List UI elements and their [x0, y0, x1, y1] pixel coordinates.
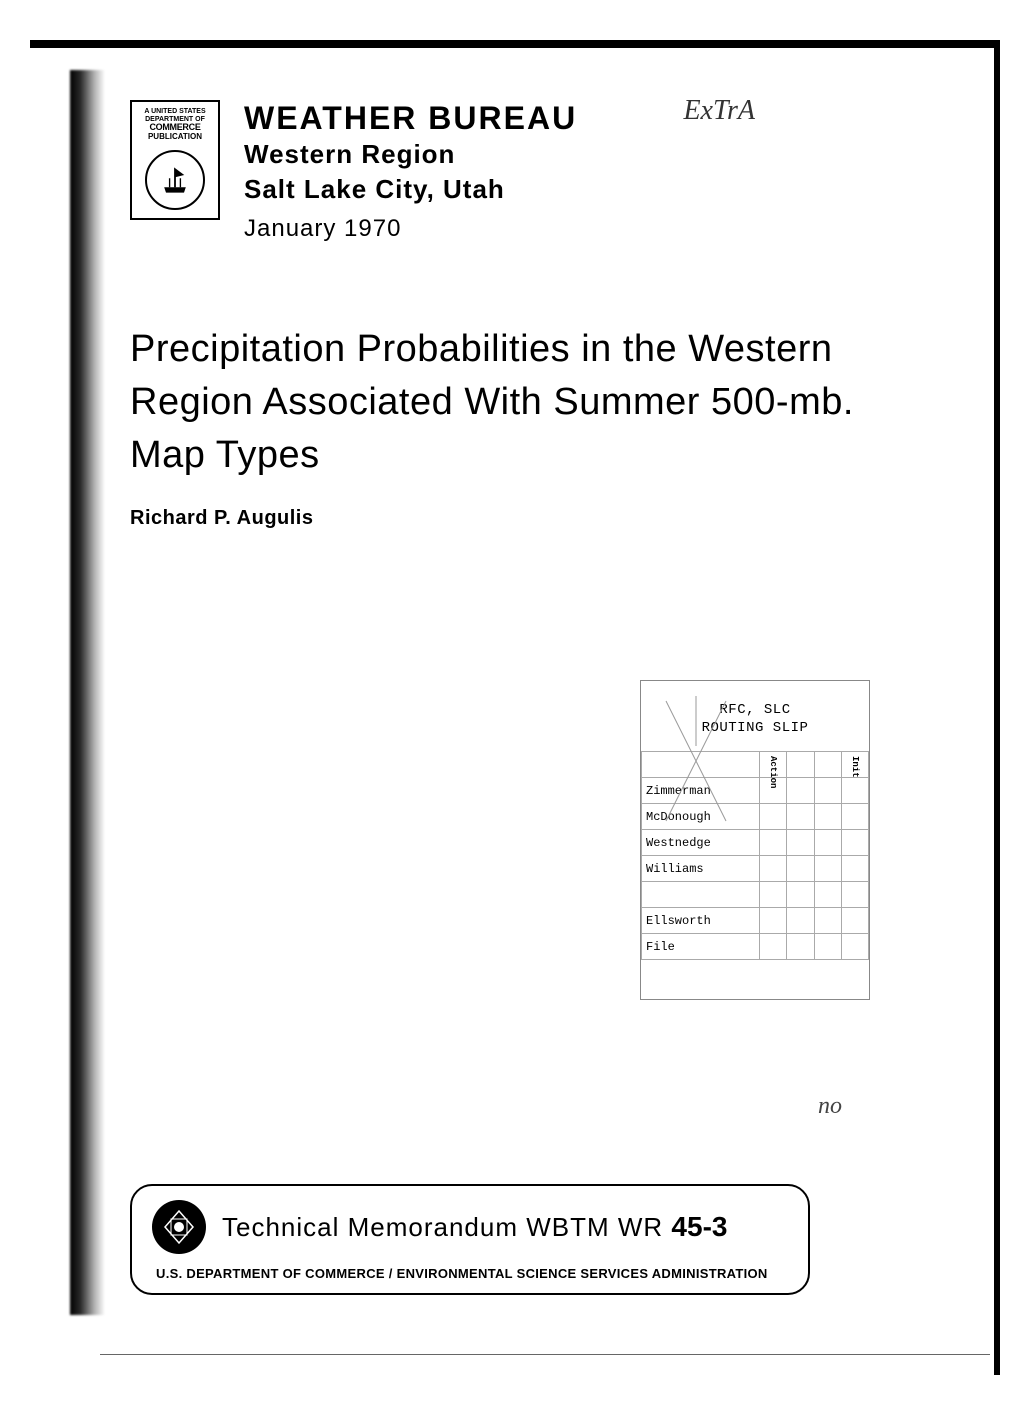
memo-series: WBTM WR — [526, 1212, 671, 1242]
bottom-banner: Technical Memorandum WBTM WR 45-3 U.S. D… — [130, 1184, 810, 1295]
publication-date: January 1970 — [244, 215, 940, 243]
routing-cell — [841, 934, 868, 960]
routing-init-header: Init — [841, 752, 868, 778]
routing-cell — [787, 882, 814, 908]
dept-line: U.S. DEPARTMENT OF COMMERCE / ENVIRONMEN… — [152, 1266, 788, 1281]
routing-name: Williams — [642, 856, 760, 882]
routing-cell — [841, 778, 868, 804]
routing-row: Ellsworth — [642, 908, 869, 934]
routing-name: Ellsworth — [642, 908, 760, 934]
routing-cell — [787, 830, 814, 856]
memo-title-container: Technical Memorandum WBTM WR 45-3 — [222, 1211, 727, 1243]
memo-number: 45-3 — [671, 1211, 727, 1242]
routing-name-header — [642, 752, 760, 778]
routing-cell — [760, 830, 787, 856]
routing-name: Westnedge — [642, 830, 760, 856]
seal-emblem — [145, 150, 205, 210]
routing-cell — [760, 934, 787, 960]
routing-cell — [787, 804, 814, 830]
routing-row — [642, 882, 869, 908]
routing-cell — [841, 908, 868, 934]
routing-cell — [841, 830, 868, 856]
routing-row: Zimmerman — [642, 778, 869, 804]
author-name: Richard P. Augulis — [130, 507, 940, 530]
routing-header: RFC, SLC ROUTING SLIP — [641, 681, 869, 743]
essa-diamond-icon — [157, 1205, 201, 1249]
routing-name: Zimmerman — [642, 778, 760, 804]
routing-cell — [760, 882, 787, 908]
banner-top-row: Technical Memorandum WBTM WR 45-3 — [152, 1200, 788, 1254]
seal-line4: PUBLICATION — [136, 133, 214, 142]
routing-cell — [814, 882, 841, 908]
scan-artifact-left — [70, 70, 105, 1315]
city-name: Salt Lake City, Utah — [244, 174, 940, 205]
routing-cell — [841, 804, 868, 830]
routing-row: Westnedge — [642, 830, 869, 856]
routing-cell — [760, 908, 787, 934]
routing-row: Williams — [642, 856, 869, 882]
bureau-name: WEATHER BUREAU — [244, 100, 940, 137]
routing-cell — [787, 934, 814, 960]
routing-cell — [787, 778, 814, 804]
routing-cell — [814, 830, 841, 856]
routing-col2 — [787, 752, 814, 778]
routing-name — [642, 882, 760, 908]
seal-text: A UNITED STATES DEPARTMENT OF COMMERCE P… — [132, 102, 218, 146]
routing-cell — [814, 856, 841, 882]
routing-col3 — [814, 752, 841, 778]
routing-cell — [814, 934, 841, 960]
routing-cell — [814, 804, 841, 830]
routing-cell — [814, 778, 841, 804]
dept-commerce-seal: A UNITED STATES DEPARTMENT OF COMMERCE P… — [130, 100, 220, 220]
routing-table: Action Init Zimmerman McDonough Westnedg… — [641, 751, 869, 960]
routing-cell — [841, 856, 868, 882]
routing-header-row: Action Init — [642, 752, 869, 778]
routing-cell — [760, 804, 787, 830]
routing-cell — [841, 882, 868, 908]
handwritten-no: no — [818, 1093, 842, 1120]
routing-name: McDonough — [642, 804, 760, 830]
region-name: Western Region — [244, 139, 940, 170]
routing-cell — [787, 908, 814, 934]
essa-seal — [152, 1200, 206, 1254]
header-text: WEATHER BUREAU Western Region Salt Lake … — [244, 100, 940, 243]
ship-icon — [157, 162, 193, 198]
bottom-rule — [100, 1354, 990, 1355]
document-title: Precipitation Probabilities in the Weste… — [130, 323, 940, 483]
header-block: A UNITED STATES DEPARTMENT OF COMMERCE P… — [130, 100, 940, 243]
routing-row: McDonough — [642, 804, 869, 830]
routing-name: File — [642, 934, 760, 960]
routing-action-header: Action — [760, 752, 787, 778]
routing-header-line2: ROUTING SLIP — [647, 719, 863, 737]
routing-cell — [787, 856, 814, 882]
memo-label: Technical Memorandum — [222, 1212, 526, 1242]
routing-row: File — [642, 934, 869, 960]
routing-header-line1: RFC, SLC — [647, 701, 863, 719]
seal-line1: A UNITED STATES — [136, 108, 214, 116]
routing-cell — [760, 856, 787, 882]
routing-cell — [814, 908, 841, 934]
routing-slip-stamp: RFC, SLC ROUTING SLIP Action Init Zimmer… — [640, 680, 870, 1000]
